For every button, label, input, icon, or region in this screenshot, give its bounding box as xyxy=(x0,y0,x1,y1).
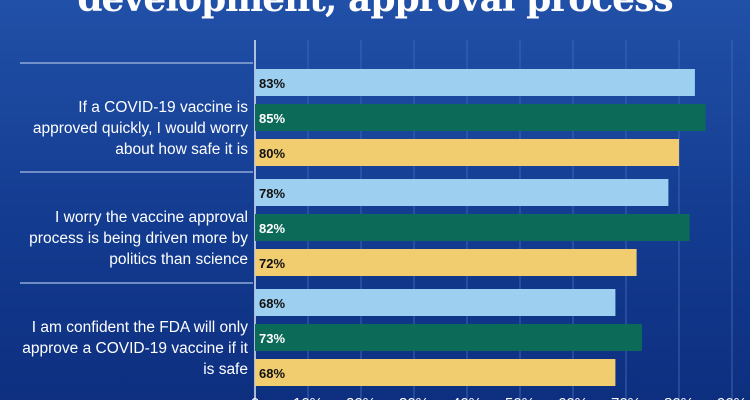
bar-value-label: 73% xyxy=(259,331,285,346)
bar xyxy=(255,179,669,206)
x-tick-label: 60% xyxy=(558,395,588,400)
bar-value-label: 83% xyxy=(259,76,285,91)
x-tick-label: 50% xyxy=(505,395,535,400)
bar-value-label: 80% xyxy=(259,146,285,161)
x-tick-label: 70% xyxy=(611,395,641,400)
x-tick-label: 30% xyxy=(399,395,429,400)
bar-value-label: 82% xyxy=(259,221,285,236)
bar-value-label: 85% xyxy=(259,111,285,126)
x-tick-label: 20% xyxy=(346,395,376,400)
x-tick-label: 80% xyxy=(664,395,694,400)
bar xyxy=(255,104,706,131)
x-tick-label: 10% xyxy=(293,395,323,400)
chart-title: development, approval process xyxy=(0,0,750,20)
category-label: If a COVID-19 vaccine is approved quickl… xyxy=(32,99,248,158)
x-tick-label: 40% xyxy=(452,395,482,400)
bar xyxy=(255,139,679,166)
bar-value-label: 68% xyxy=(259,296,285,311)
category-label: I am confident the FDA will only approve… xyxy=(22,319,248,378)
bar xyxy=(255,214,690,241)
bar xyxy=(255,359,616,386)
bar-value-label: 68% xyxy=(259,366,285,381)
x-tick-label: 90% xyxy=(717,395,747,400)
bar-value-label: 78% xyxy=(259,186,285,201)
bar xyxy=(255,289,616,316)
x-tick-label: 0 xyxy=(251,395,259,400)
bar xyxy=(255,249,637,276)
bar xyxy=(255,324,642,351)
bar xyxy=(255,69,695,96)
category-label: I worry the vaccine approval process is … xyxy=(29,209,248,268)
bar-value-label: 72% xyxy=(259,256,285,271)
